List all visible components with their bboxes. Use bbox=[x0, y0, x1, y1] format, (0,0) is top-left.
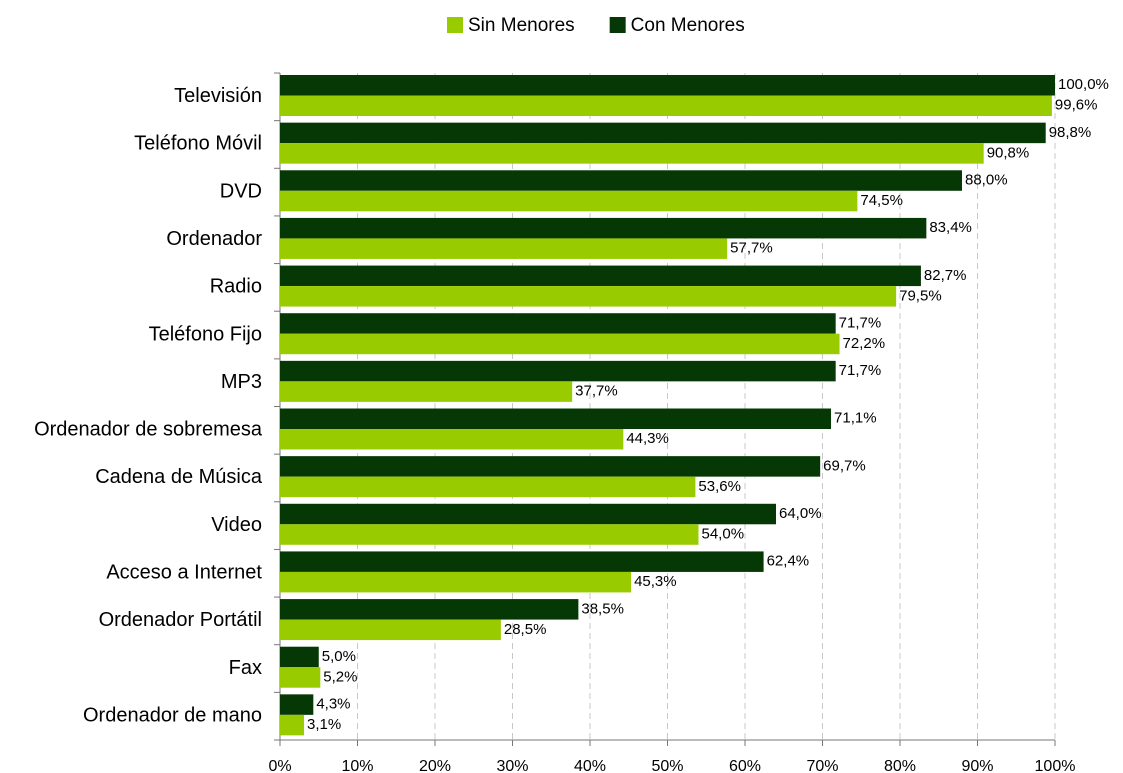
value-label: 64,0% bbox=[779, 505, 822, 522]
x-tick-label: 30% bbox=[496, 758, 528, 773]
value-label: 62,4% bbox=[767, 553, 810, 570]
category-label: MP3 bbox=[221, 371, 262, 393]
category-label: Ordenador Portátil bbox=[99, 609, 262, 631]
bar bbox=[280, 571, 632, 593]
x-tick-label: 60% bbox=[729, 758, 761, 773]
x-tick-label: 100% bbox=[1035, 758, 1076, 773]
bar bbox=[280, 714, 305, 736]
category-label: Acceso a Internet bbox=[106, 562, 262, 584]
category-label: Ordenador de sobremesa bbox=[34, 419, 263, 441]
value-label: 98,8% bbox=[1049, 124, 1092, 141]
category-label: Cadena de Música bbox=[95, 466, 263, 488]
bar bbox=[280, 170, 962, 191]
x-tick-label: 20% bbox=[419, 758, 451, 773]
bar bbox=[280, 122, 1046, 144]
legend-label: Sin Menores bbox=[468, 15, 575, 36]
category-label: Ordenador bbox=[166, 228, 262, 250]
bar bbox=[280, 143, 984, 164]
x-tick-label: 90% bbox=[961, 758, 993, 773]
legend-swatch bbox=[447, 17, 463, 33]
value-label: 28,5% bbox=[504, 621, 547, 638]
bar bbox=[280, 408, 832, 429]
value-label: 57,7% bbox=[730, 240, 773, 257]
bar bbox=[280, 333, 840, 355]
category-label: Ordenador de mano bbox=[83, 704, 262, 726]
value-label: 88,0% bbox=[965, 172, 1008, 189]
bar bbox=[280, 646, 319, 668]
category-label: Televisión bbox=[174, 85, 262, 107]
value-label: 71,7% bbox=[839, 314, 882, 331]
value-label: 45,3% bbox=[634, 573, 677, 590]
bar bbox=[280, 75, 1055, 96]
bar bbox=[280, 238, 728, 259]
x-tick-label: 80% bbox=[884, 758, 916, 773]
x-tick-label: 40% bbox=[574, 758, 606, 773]
category-label: Radio bbox=[210, 276, 262, 298]
category-label: Fax bbox=[229, 657, 262, 679]
bar bbox=[280, 551, 764, 572]
value-label: 99,6% bbox=[1055, 97, 1098, 114]
bar bbox=[280, 217, 927, 239]
legend-label: Con Menores bbox=[631, 15, 745, 36]
bar bbox=[280, 599, 579, 620]
value-label: 37,7% bbox=[575, 383, 618, 400]
bar bbox=[280, 313, 836, 334]
bar bbox=[280, 694, 314, 715]
value-label: 82,7% bbox=[924, 267, 967, 284]
value-label: 38,5% bbox=[581, 600, 624, 617]
bar bbox=[280, 265, 921, 287]
value-label: 69,7% bbox=[823, 457, 866, 474]
value-label: 71,1% bbox=[834, 410, 877, 427]
value-label: 53,6% bbox=[698, 478, 741, 495]
value-label: 83,4% bbox=[929, 219, 972, 236]
value-label: 5,0% bbox=[322, 648, 356, 665]
category-label: DVD bbox=[220, 180, 262, 202]
bar bbox=[280, 95, 1052, 116]
value-label: 72,2% bbox=[843, 335, 886, 352]
category-label: Teléfono Móvil bbox=[134, 133, 262, 155]
value-label: 79,5% bbox=[899, 287, 942, 304]
x-tick-label: 50% bbox=[651, 758, 683, 773]
value-label: 54,0% bbox=[702, 526, 745, 543]
bar bbox=[280, 190, 858, 212]
value-label: 5,2% bbox=[323, 668, 357, 685]
bar bbox=[280, 619, 501, 641]
value-label: 100,0% bbox=[1058, 76, 1109, 93]
x-tick-label: 10% bbox=[341, 758, 373, 773]
bar bbox=[280, 476, 696, 498]
legend-swatch bbox=[609, 17, 626, 33]
value-label: 71,7% bbox=[839, 362, 882, 379]
value-label: 90,8% bbox=[987, 144, 1030, 161]
value-label: 44,3% bbox=[626, 430, 669, 447]
category-label: Video bbox=[211, 514, 262, 536]
category-label: Teléfono Fijo bbox=[149, 323, 262, 345]
bar bbox=[280, 456, 821, 477]
bar bbox=[280, 381, 573, 402]
bar bbox=[280, 503, 776, 525]
value-label: 3,1% bbox=[307, 716, 341, 733]
bar bbox=[280, 524, 699, 545]
x-tick-label: 0% bbox=[268, 758, 291, 773]
x-tick-label: 70% bbox=[806, 758, 838, 773]
bar bbox=[280, 286, 897, 307]
value-label: 74,5% bbox=[860, 192, 903, 209]
bar bbox=[280, 360, 836, 382]
bar bbox=[280, 429, 624, 450]
value-label: 4,3% bbox=[316, 696, 350, 713]
bar bbox=[280, 667, 321, 688]
